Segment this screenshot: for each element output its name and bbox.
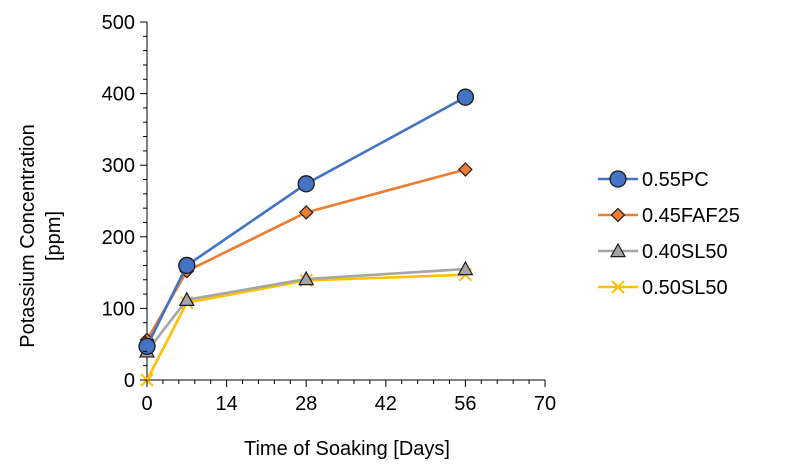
data-point-0-45faf25 xyxy=(458,162,473,177)
legend-marker xyxy=(611,280,625,294)
legend-item-0-55pc: 0.55PC xyxy=(598,169,709,191)
data-point-0-55pc xyxy=(138,337,156,355)
y-tick-label: 500 xyxy=(102,12,135,34)
legend-item-0-50sl50: 0.50SL50 xyxy=(598,277,728,299)
x-tick-label: 0 xyxy=(141,393,152,415)
x-tick-label: 28 xyxy=(295,393,317,415)
data-point-0-55pc xyxy=(178,256,196,275)
data-point-0-40sl50 xyxy=(298,270,315,286)
data-point-0-55pc xyxy=(456,88,475,106)
y-axis-label-line-1: Potassium Concentration xyxy=(17,124,39,347)
y-tick-label: 400 xyxy=(102,84,135,106)
y-tick-label: 200 xyxy=(102,227,135,249)
data-point-0-45faf25 xyxy=(298,205,314,220)
ticks-layer: 0 100 200 300 400 500 0 14 28 42 56 70 xyxy=(102,12,557,415)
legend-label: 0.55PC xyxy=(642,169,709,191)
legend-marker xyxy=(609,242,627,258)
axes xyxy=(146,22,545,381)
y-axis-label-line-2: [ppm] xyxy=(43,211,65,261)
legend: 0.55PC 0.45FAF25 0.40SL50 0.50SL50 xyxy=(598,169,740,299)
x-axis-label: Time of Soaking [Days] xyxy=(244,438,450,460)
series-line-0-40sl50 xyxy=(145,267,466,353)
y-tick-label: 0 xyxy=(124,370,135,392)
legend-label: 0.45FAF25 xyxy=(642,205,740,227)
y-axis-label: Potassium Concentration [ppm] xyxy=(17,124,65,347)
legend-marker xyxy=(609,170,627,188)
x-tick-label: 56 xyxy=(454,393,476,415)
legend-item-0-45faf25: 0.45FAF25 xyxy=(598,205,740,227)
series-line-0-50sl50 xyxy=(145,273,466,381)
legend-item-0-40sl50: 0.40SL50 xyxy=(598,241,728,263)
data-point-0-40sl50 xyxy=(178,291,195,307)
series-0-50sl50 xyxy=(140,268,473,387)
x-tick-label: 70 xyxy=(534,393,556,415)
y-tick-label: 100 xyxy=(102,298,135,320)
x-tick-label: 14 xyxy=(215,393,237,415)
series-line-0-45faf25 xyxy=(145,168,466,341)
data-point-0-55pc xyxy=(297,175,315,193)
series-0-55pc xyxy=(138,88,475,355)
legend-label: 0.50SL50 xyxy=(642,277,728,299)
series-line-0-55pc xyxy=(145,96,467,347)
y-tick-label: 300 xyxy=(102,155,135,177)
data-point-0-40sl50 xyxy=(457,260,474,276)
legend-marker xyxy=(610,207,626,223)
series-layer xyxy=(138,88,475,387)
x-tick-label: 42 xyxy=(375,393,397,415)
legend-label: 0.40SL50 xyxy=(642,241,728,263)
